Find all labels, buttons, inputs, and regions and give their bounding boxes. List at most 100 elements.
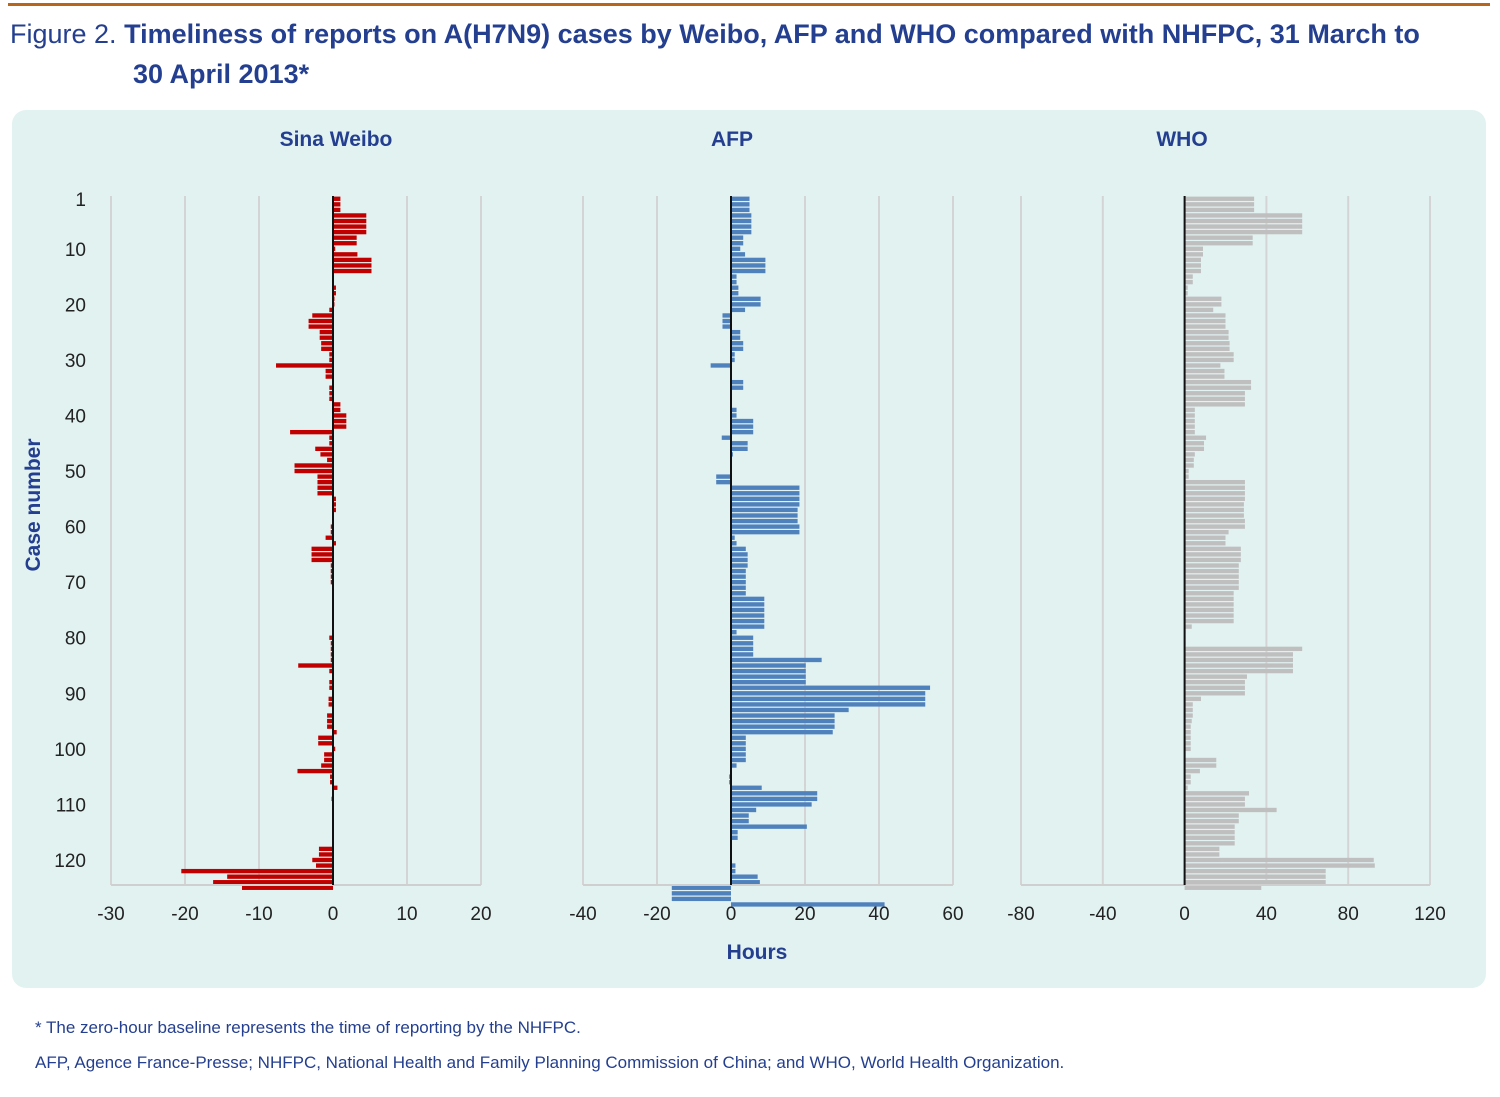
- afp-bar-case-27: [731, 341, 744, 346]
- sina-weibo-bar-case-52: [317, 479, 333, 485]
- sina-weibo-x-tick-label: -10: [245, 904, 272, 925]
- sina-weibo-bar-case-39: [333, 407, 341, 413]
- sina-weibo-bar-case-118: [318, 846, 333, 852]
- afp-bar-case-42: [731, 424, 754, 429]
- who-bar-case-84: [1184, 657, 1293, 663]
- afp-bar-case-13: [731, 263, 766, 268]
- afp-bar-case-102: [731, 757, 746, 763]
- who-bar-case-15: [1184, 274, 1193, 279]
- afp-bar-case-64: [731, 546, 746, 552]
- who-bar-case-66: [1184, 557, 1241, 563]
- who-bar-case-119: [1184, 852, 1220, 857]
- afp-bar-case-94: [731, 713, 835, 718]
- sina-weibo-bar-case-121: [315, 863, 333, 868]
- afp-bar-case-85: [731, 663, 806, 668]
- who-bar-case-46: [1184, 446, 1205, 451]
- sina-weibo-bar-case-33: [325, 374, 333, 379]
- sina-weibo-bar-case-91: [328, 696, 333, 702]
- afp-bar-case-87: [731, 674, 806, 679]
- who-bar-case-115: [1184, 830, 1235, 835]
- who-bar-case-93: [1184, 707, 1193, 713]
- sina-weibo-bar-case-26: [319, 335, 333, 340]
- who-x-tick-label: -40: [1089, 904, 1116, 925]
- who-bar-case-60: [1184, 524, 1245, 529]
- sina-weibo-bar-case-25: [319, 329, 333, 335]
- afp-bar-case-5: [731, 218, 752, 224]
- sina-weibo-bar-case-106: [330, 780, 333, 785]
- y-tick-label: 20: [65, 295, 86, 316]
- afp-bar-case-4: [731, 213, 752, 218]
- sina-weibo-bar-case-37: [329, 396, 333, 401]
- afp-x-tick-label: 40: [868, 904, 889, 925]
- who-bar-case-107: [1184, 785, 1188, 790]
- who-bar-case-65: [1184, 552, 1241, 557]
- afp-bar-case-51: [716, 474, 731, 479]
- afp-bar-case-110: [731, 802, 812, 807]
- sina-weibo-bar-case-45: [329, 441, 333, 446]
- who-bar-case-71: [1184, 585, 1239, 590]
- sina-weibo-bar-case-18: [333, 291, 336, 296]
- afp-bar-case-98: [731, 735, 746, 740]
- who-bar-case-73: [1184, 596, 1234, 602]
- afp-bar-case-35: [731, 385, 744, 390]
- who-bar-case-8: [1184, 235, 1253, 240]
- who-bar-case-37: [1184, 396, 1245, 401]
- afp-panel-title: AFP: [711, 128, 753, 151]
- sina-weibo-bar-case-120: [312, 857, 333, 863]
- sina-weibo-bar-case-100: [333, 746, 336, 752]
- x-axis-label: Hours: [727, 941, 788, 964]
- afp-bar-case-99: [731, 741, 746, 746]
- sina-weibo-x-tick-label: 10: [396, 904, 417, 925]
- sina-weibo-bar-case-32: [325, 368, 333, 374]
- who-bar-case-117: [1184, 841, 1235, 846]
- who-bar-case-120: [1184, 857, 1374, 863]
- who-bar-case-19: [1184, 296, 1222, 301]
- sina-weibo-bar-case-94: [327, 713, 333, 718]
- afp-bar-case-55: [731, 496, 800, 502]
- who-bar-case-72: [1184, 591, 1234, 596]
- sina-weibo-bar-case-28: [321, 346, 333, 351]
- who-bar-case-86: [1184, 668, 1293, 674]
- afp-bar-case-7: [731, 229, 752, 235]
- afp-x-tick-label: -40: [569, 904, 596, 925]
- afp-bar-case-31: [710, 363, 731, 368]
- who-bar-case-61: [1184, 529, 1229, 535]
- sina-weibo-bar-case-23: [308, 318, 333, 324]
- sina-weibo-panel-title: Sina Weibo: [280, 128, 393, 151]
- sina-weibo-bar-case-22: [312, 313, 333, 318]
- who-bar-case-87: [1184, 674, 1247, 679]
- who-bar-case-20: [1184, 302, 1222, 307]
- who-bar-case-18: [1184, 291, 1188, 296]
- afp-bar-case-108: [731, 791, 818, 796]
- who-bar-case-45: [1184, 441, 1205, 446]
- afp-bar-case-67: [731, 563, 748, 568]
- afp-bar-case-124: [731, 880, 760, 885]
- afp-bar-case-10: [731, 246, 741, 251]
- who-bar-case-39: [1184, 407, 1195, 413]
- sina-weibo-x-tick-label: 20: [470, 904, 491, 925]
- sina-weibo-bar-case-56: [333, 502, 336, 507]
- afp-bar-case-60: [731, 524, 800, 529]
- who-x-tick-label: -80: [1007, 904, 1034, 925]
- who-bar-case-49: [1184, 463, 1194, 468]
- afp-bar-case-53: [731, 485, 800, 490]
- sina-weibo-bar-case-41: [333, 418, 347, 424]
- who-bar-case-98: [1184, 735, 1191, 740]
- sina-weibo-bar-case-49: [294, 463, 333, 468]
- who-bar-case-43: [1184, 429, 1195, 435]
- who-bar-case-7: [1184, 229, 1303, 235]
- sina-weibo-x-tick-label: 0: [328, 904, 339, 925]
- figure-label: Figure 2.: [10, 19, 117, 49]
- y-tick-label: 70: [65, 573, 86, 594]
- sina-weibo-bar-case-38: [333, 402, 341, 407]
- sina-weibo-bar-case-82: [330, 646, 333, 652]
- who-bar-case-89: [1184, 685, 1245, 690]
- sina-weibo-bar-case-67: [330, 563, 333, 568]
- afp-bar-case-1: [731, 196, 750, 201]
- who-bar-case-70: [1184, 579, 1239, 585]
- afp-bar-case-92: [731, 702, 926, 707]
- who-bar-case-5: [1184, 218, 1303, 224]
- who-bar-case-21: [1184, 307, 1214, 313]
- sina-weibo-bar-case-44: [329, 435, 333, 440]
- who-bar-case-30: [1184, 357, 1234, 363]
